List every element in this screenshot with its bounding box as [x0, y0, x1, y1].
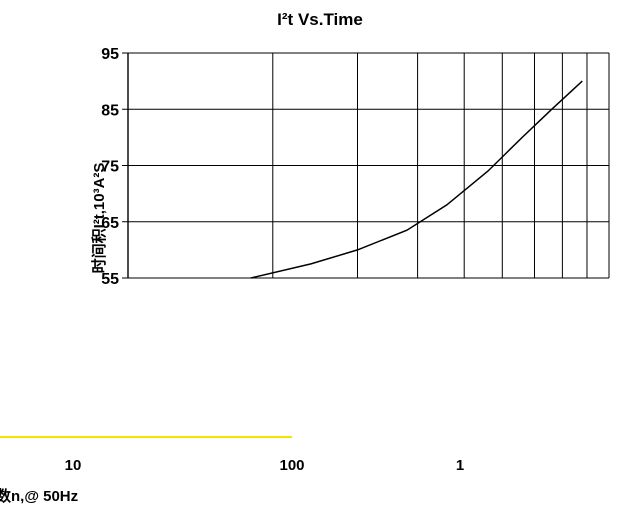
- x-tick-label: 1: [456, 457, 464, 474]
- x-axis-title: 数n,@ 50Hz: [0, 488, 79, 505]
- chart-title: I²t Vs.Time: [277, 10, 363, 29]
- x-tick-label: 100: [279, 457, 304, 474]
- y-tick-label: 75: [101, 159, 119, 176]
- series-line: [250, 80, 583, 279]
- y-tick-label: 55: [101, 271, 119, 288]
- y-tick-label: 65: [101, 215, 119, 232]
- y-tick-label: 85: [101, 102, 119, 119]
- y-tick-label: 95: [101, 46, 119, 63]
- y-axis-title: 时间积I²t,10³A²S: [90, 163, 108, 274]
- x-tick-label: 10: [65, 457, 82, 474]
